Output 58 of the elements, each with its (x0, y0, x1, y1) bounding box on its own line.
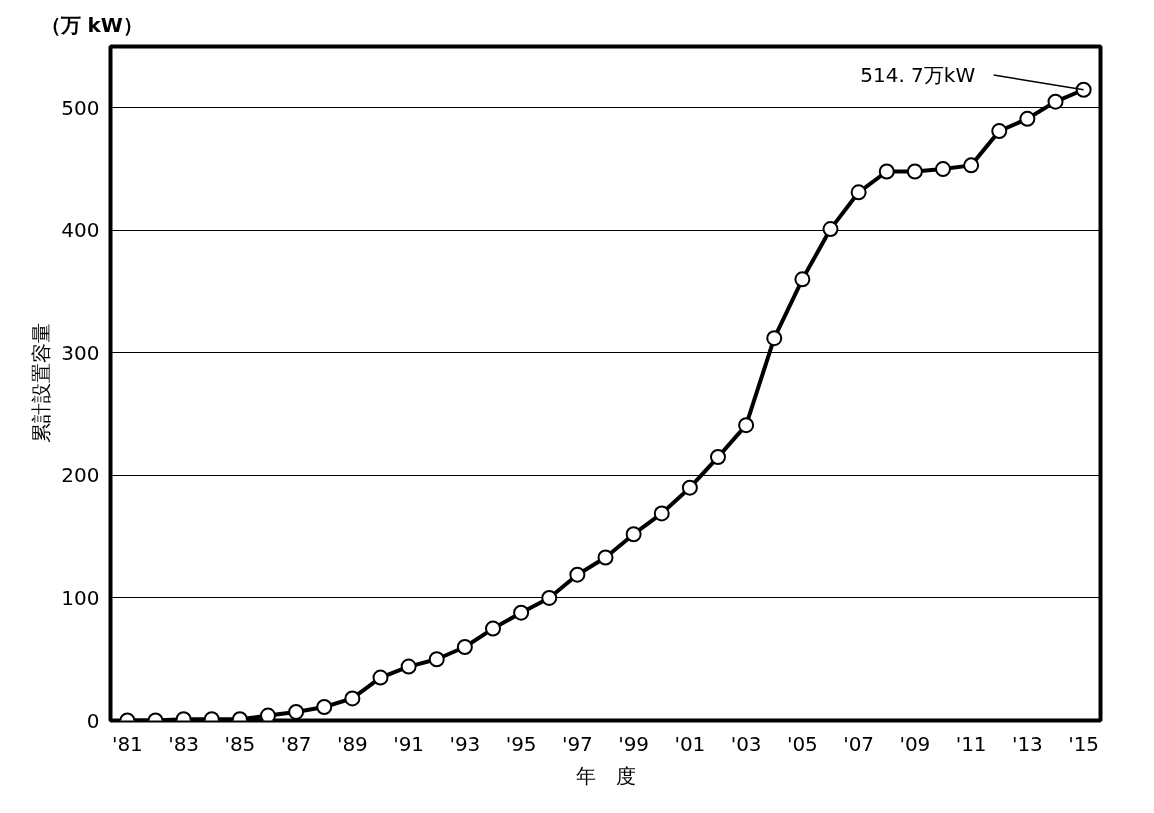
point (372, 669, 389, 686)
x-tick-label: '95 (505, 731, 537, 756)
point (681, 479, 698, 496)
point (710, 449, 726, 466)
y-tick-label: 300 (61, 340, 100, 365)
y-tick-label: 0 (86, 708, 100, 733)
point (597, 549, 614, 566)
x-tick-label: '09 (899, 731, 931, 756)
point (878, 163, 895, 180)
x-tick-label: '97 (561, 731, 593, 756)
point (850, 184, 867, 201)
point (963, 157, 980, 174)
point (569, 566, 586, 583)
point (935, 161, 951, 178)
point (766, 330, 783, 347)
y-tick-label: 200 (61, 463, 100, 488)
x-tick-label: '01 (674, 731, 706, 756)
x-tick-label: '13 (1011, 731, 1043, 756)
point (991, 123, 1008, 140)
x-axis-title: 年 度 (575, 763, 636, 788)
point (456, 638, 473, 655)
x-tick-label: '07 (843, 731, 875, 756)
point (1019, 110, 1036, 127)
point (1047, 93, 1064, 110)
y-tick-label: 100 (61, 585, 100, 610)
x-tick-label: '81 (111, 731, 143, 756)
point (260, 707, 276, 721)
x-tick-label: '91 (393, 731, 425, 756)
x-tick-label: '99 (618, 731, 650, 756)
point (906, 163, 923, 180)
point (653, 505, 670, 522)
point (316, 699, 333, 716)
text: （万 kW） (40, 12, 143, 37)
x-tick-label: '89 (336, 731, 368, 756)
x-tick-label: '85 (224, 731, 256, 756)
point (625, 526, 642, 543)
point (428, 651, 445, 668)
point (513, 604, 530, 621)
point (485, 620, 501, 637)
point (541, 589, 558, 606)
point (738, 417, 755, 434)
point (822, 221, 839, 238)
y-tick-label: 400 (61, 218, 100, 243)
point (400, 658, 417, 675)
x-tick-label: '15 (1068, 731, 1100, 756)
y-tick-label: 500 (61, 95, 100, 120)
point (794, 271, 811, 288)
x-tick-label: '03 (730, 731, 762, 756)
point (288, 703, 305, 720)
point (344, 690, 361, 707)
x-tick-label: '93 (449, 731, 481, 756)
x-tick-label: '05 (786, 731, 818, 756)
y-axis-title: 累計設置容量 (29, 323, 54, 444)
annotation: 514. 7万kW (860, 63, 976, 88)
x-tick-label: '11 (955, 731, 987, 756)
x-tick-label: '83 (168, 731, 200, 756)
point (1075, 81, 1092, 98)
x-tick-label: '87 (280, 731, 312, 756)
